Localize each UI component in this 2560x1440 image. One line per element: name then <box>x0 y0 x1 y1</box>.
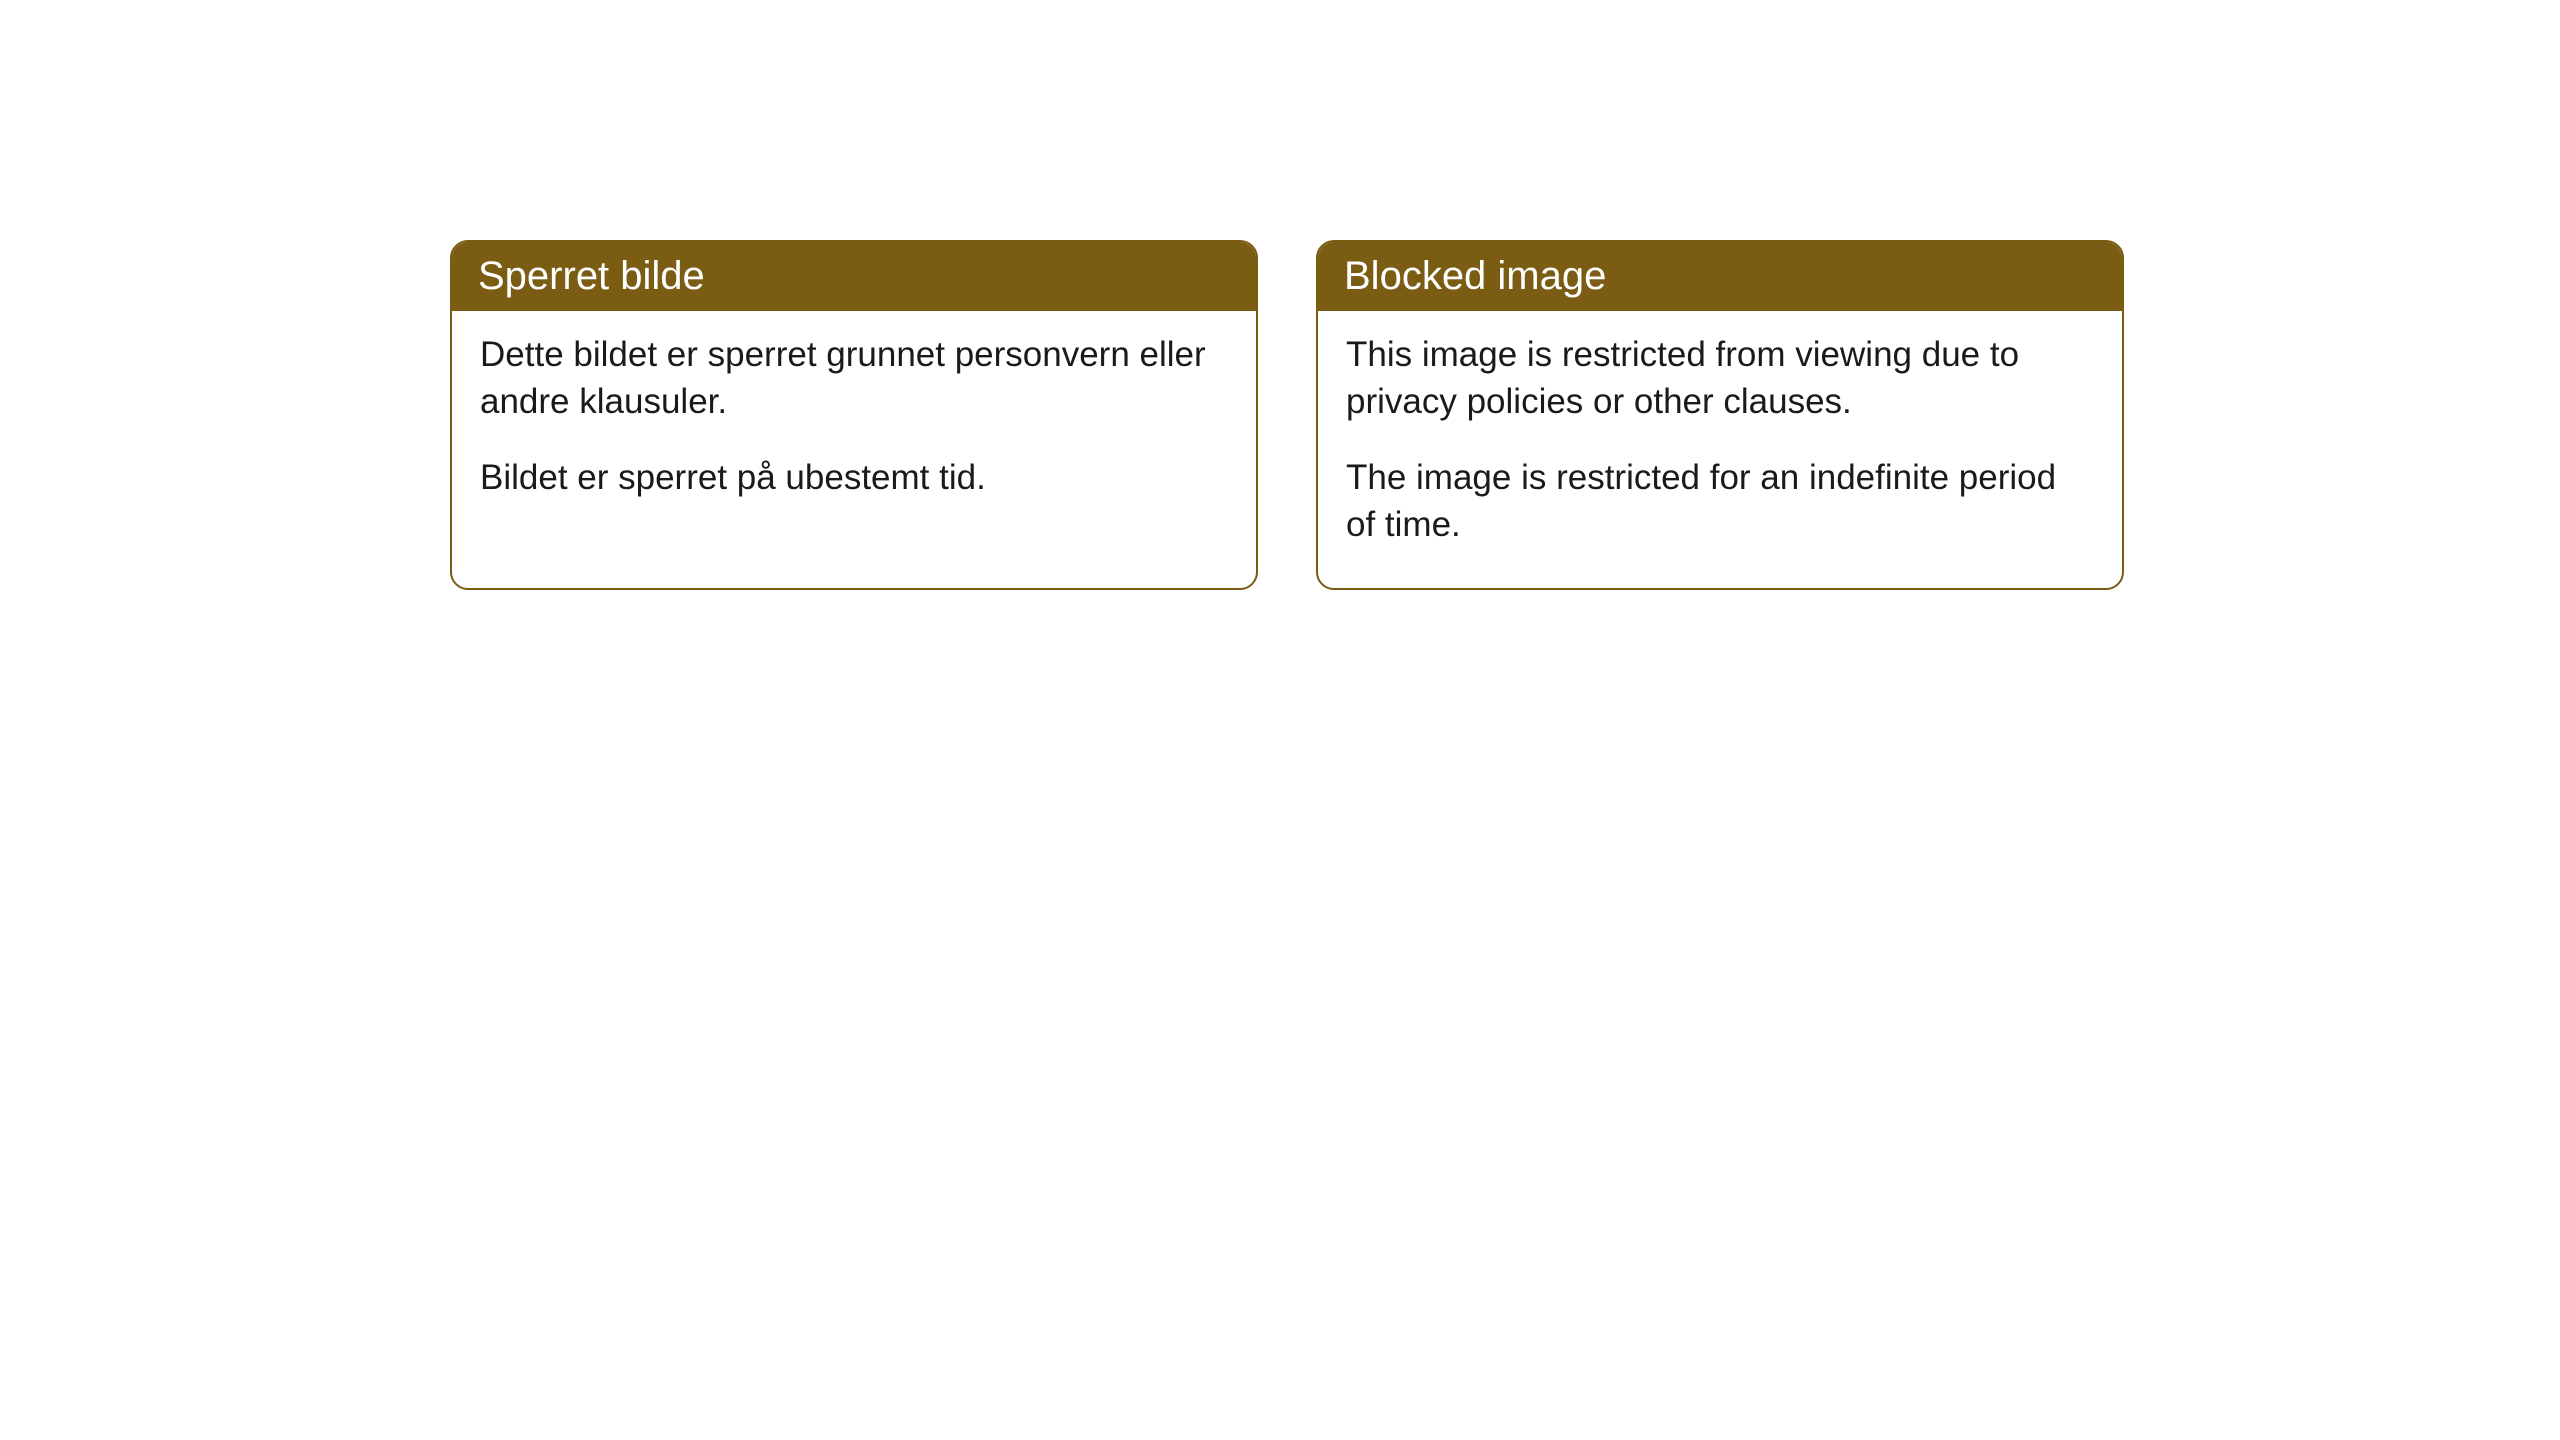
card-header: Sperret bilde <box>452 242 1256 311</box>
card-title: Sperret bilde <box>478 254 705 298</box>
notice-cards-container: Sperret bilde Dette bildet er sperret gr… <box>450 240 2124 590</box>
card-paragraph-2: The image is restricted for an indefinit… <box>1346 454 2094 549</box>
card-paragraph-2: Bildet er sperret på ubestemt tid. <box>480 454 1228 501</box>
notice-card-norwegian: Sperret bilde Dette bildet er sperret gr… <box>450 240 1258 590</box>
card-header: Blocked image <box>1318 242 2122 311</box>
card-title: Blocked image <box>1344 254 1606 298</box>
card-paragraph-1: This image is restricted from viewing du… <box>1346 331 2094 426</box>
card-paragraph-1: Dette bildet er sperret grunnet personve… <box>480 331 1228 426</box>
card-body: Dette bildet er sperret grunnet personve… <box>452 311 1256 541</box>
notice-card-english: Blocked image This image is restricted f… <box>1316 240 2124 590</box>
card-body: This image is restricted from viewing du… <box>1318 311 2122 588</box>
